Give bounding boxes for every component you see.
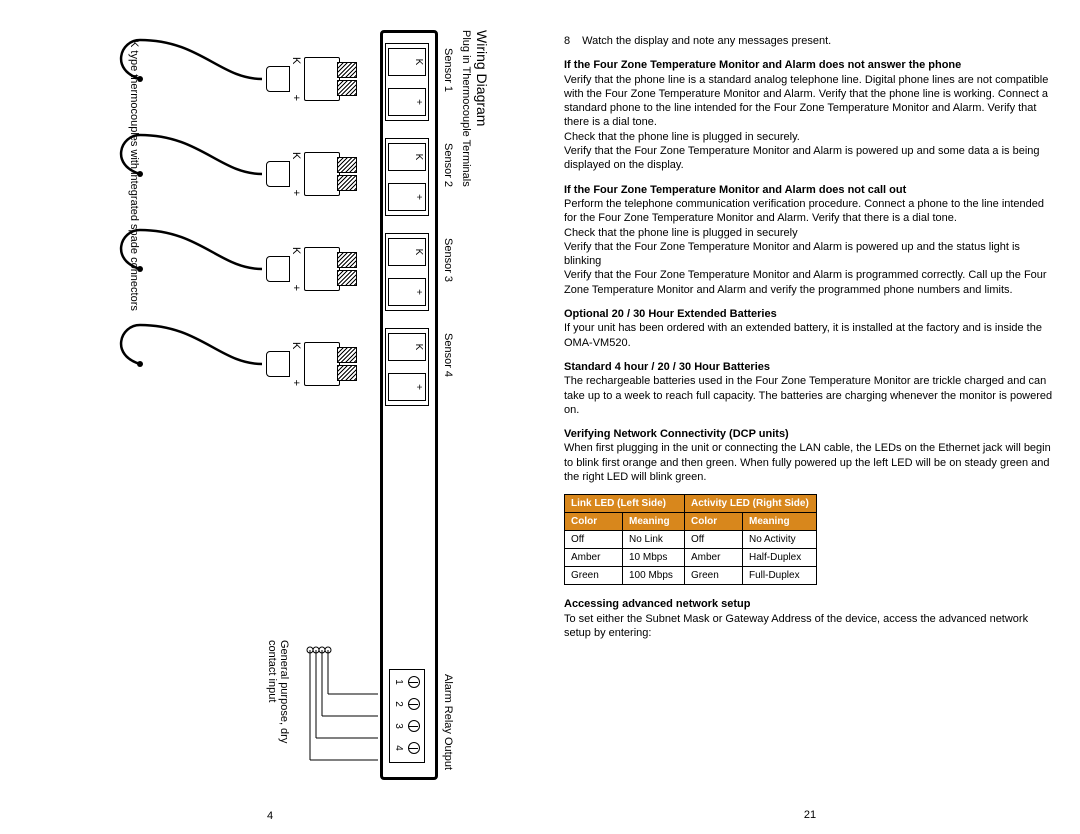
heading-advanced-setup: Accessing advanced network setup [564, 598, 750, 610]
plug-in-subtitle: Plug in Thermocouple Terminals [460, 30, 472, 800]
led-table: Link LED (Left Side) Activity LED (Right… [564, 494, 817, 585]
p-nocall-3: Verify that the Four Zone Temperature Mo… [564, 241, 1020, 267]
sensor-2-label: Sensor 2 [442, 143, 454, 187]
p-no-answer-1: Verify that the phone line is a standard… [564, 74, 1048, 129]
heading-no-callout: If the Four Zone Temperature Monitor and… [564, 184, 906, 196]
item-8-text: Watch the display and note any messages … [582, 34, 831, 48]
p-nocall-2: Check that the phone line is plugged in … [564, 227, 798, 239]
rotated-content: Wiring Diagram Plug in Thermocouple Term… [90, 30, 490, 800]
page-left: Wiring Diagram Plug in Thermocouple Term… [0, 0, 540, 834]
p-no-answer-3: Verify that the Four Zone Temperature Mo… [564, 145, 1040, 171]
led-table-hdr-left: Link LED (Left Side) [565, 495, 685, 513]
table-row: Amber 10 Mbps Amber Half-Duplex [565, 549, 817, 567]
sensor-4-label: Sensor 4 [442, 333, 454, 377]
thermocouple-wires [100, 30, 280, 430]
led-table-hdr-right: Activity LED (Right Side) [685, 495, 817, 513]
heading-standard-batteries: Standard 4 hour / 20 / 30 Hour Batteries [564, 361, 770, 373]
wiring-diagram-title: Wiring Diagram [474, 30, 490, 800]
device-box: K + K + K + K + [380, 30, 438, 780]
page-number-right: 21 [540, 808, 1080, 822]
heading-network: Verifying Network Connectivity (DCP unit… [564, 428, 789, 440]
relay-output-title: Alarm Relay Output [442, 674, 454, 770]
p-no-answer-2: Check that the phone line is plugged in … [564, 131, 800, 143]
sensor-1-label: Sensor 1 [442, 48, 454, 92]
table-row: Off No Link Off No Activity [565, 531, 817, 549]
terminal-2: K + [385, 138, 429, 216]
item-8-num: 8 [564, 34, 570, 48]
terminal-1: K + [385, 43, 429, 121]
p-standard-batteries: The rechargeable batteries used in the F… [564, 375, 1052, 416]
relay-wires [288, 640, 378, 800]
ktype-label: K type thermocouples with integrated spa… [128, 40, 140, 311]
terminal-4: K + [385, 328, 429, 406]
p-optional-batteries: If your unit has been ordered with an ex… [564, 322, 1042, 348]
connectors-row: K+ K+ K+ K+ [110, 30, 340, 430]
p-nocall-4: Verify that the Four Zone Temperature Mo… [564, 269, 1047, 295]
p-network: When first plugging in the unit or conne… [564, 442, 1051, 483]
page-right: 8 Watch the display and note any message… [540, 0, 1080, 834]
general-purpose-label: General purpose, dry contact input [266, 640, 290, 770]
sensor-3-label: Sensor 3 [442, 238, 454, 282]
p-advanced-setup: To set either the Subnet Mask or Gateway… [564, 613, 1028, 639]
terminal-3: K + [385, 233, 429, 311]
table-row: Green 100 Mbps Green Full-Duplex [565, 567, 817, 585]
p-nocall-1: Perform the telephone communication veri… [564, 198, 1044, 224]
page-number-left: 4 [0, 810, 540, 822]
heading-optional-batteries: Optional 20 / 30 Hour Extended Batteries [564, 308, 777, 320]
list-item-8: 8 Watch the display and note any message… [564, 34, 1056, 48]
relay-block: 1 2 3 4 [389, 669, 425, 763]
heading-no-answer: If the Four Zone Temperature Monitor and… [564, 59, 961, 71]
